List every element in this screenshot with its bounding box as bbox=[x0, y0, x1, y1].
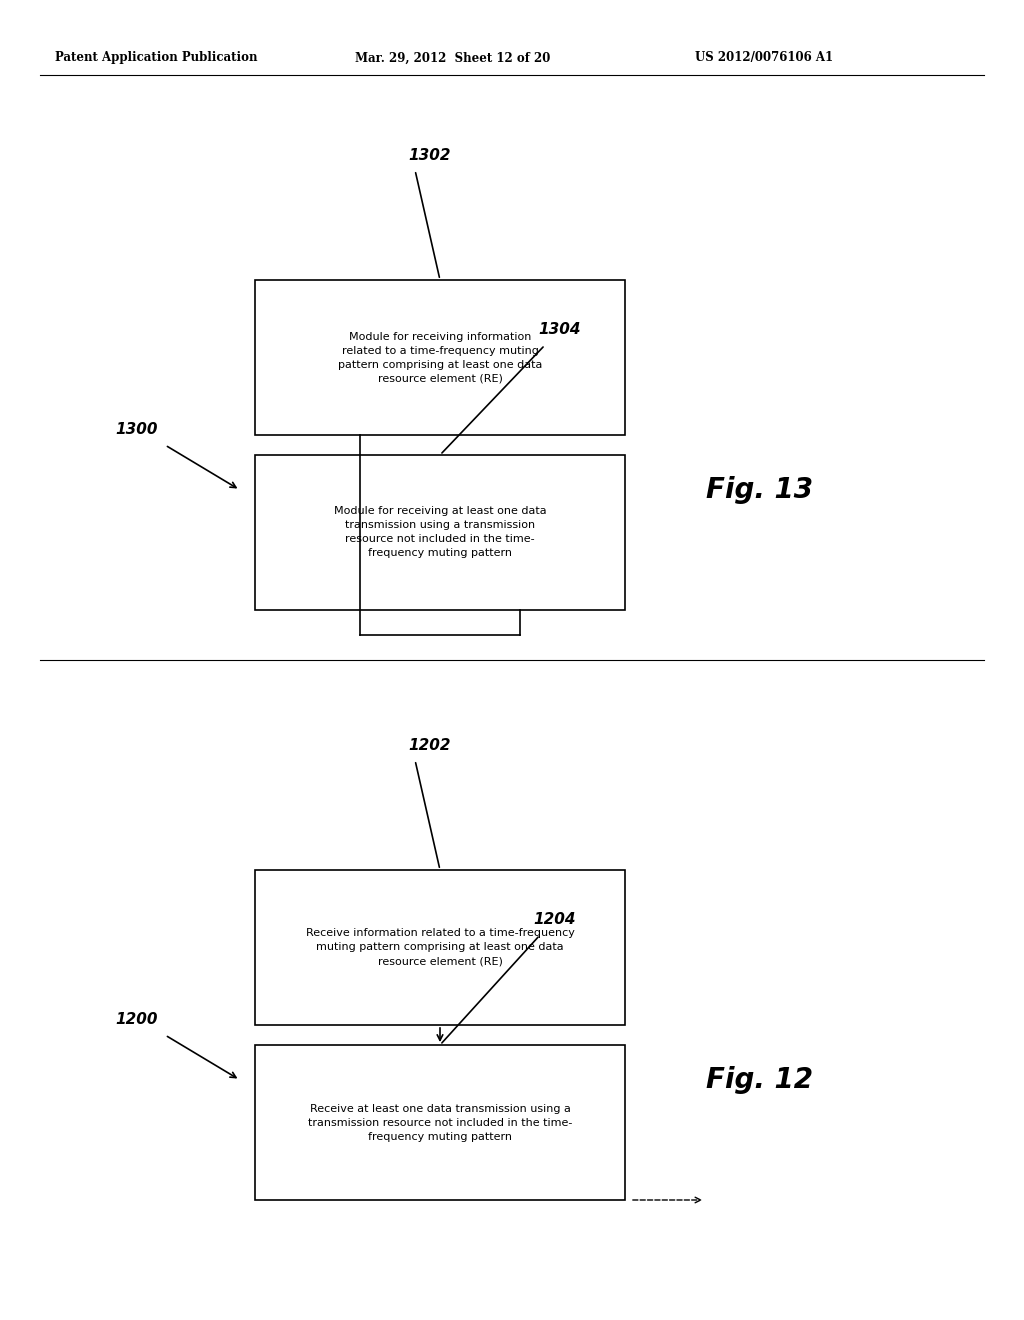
Text: 1202: 1202 bbox=[409, 738, 452, 752]
Text: Fig. 12: Fig. 12 bbox=[707, 1067, 813, 1094]
Text: 1204: 1204 bbox=[534, 912, 577, 928]
Text: 1302: 1302 bbox=[409, 148, 452, 162]
Text: 1200: 1200 bbox=[115, 1012, 158, 1027]
Bar bbox=[255, 280, 625, 436]
Text: Receive information related to a time-frequency
muting pattern comprising at lea: Receive information related to a time-fr… bbox=[305, 928, 574, 966]
Text: Module for receiving information
related to a time-frequency muting
pattern comp: Module for receiving information related… bbox=[338, 331, 542, 384]
Text: Fig. 13: Fig. 13 bbox=[707, 477, 813, 504]
Text: Receive at least one data transmission using a
transmission resource not include: Receive at least one data transmission u… bbox=[308, 1104, 572, 1142]
Bar bbox=[255, 455, 625, 610]
Text: US 2012/0076106 A1: US 2012/0076106 A1 bbox=[695, 51, 834, 65]
Bar bbox=[255, 870, 625, 1026]
Text: 1304: 1304 bbox=[539, 322, 582, 338]
Text: 1300: 1300 bbox=[115, 422, 158, 437]
Text: Mar. 29, 2012  Sheet 12 of 20: Mar. 29, 2012 Sheet 12 of 20 bbox=[355, 51, 550, 65]
Text: Patent Application Publication: Patent Application Publication bbox=[55, 51, 257, 65]
Bar bbox=[255, 1045, 625, 1200]
Text: Module for receiving at least one data
transmission using a transmission
resourc: Module for receiving at least one data t… bbox=[334, 507, 547, 558]
